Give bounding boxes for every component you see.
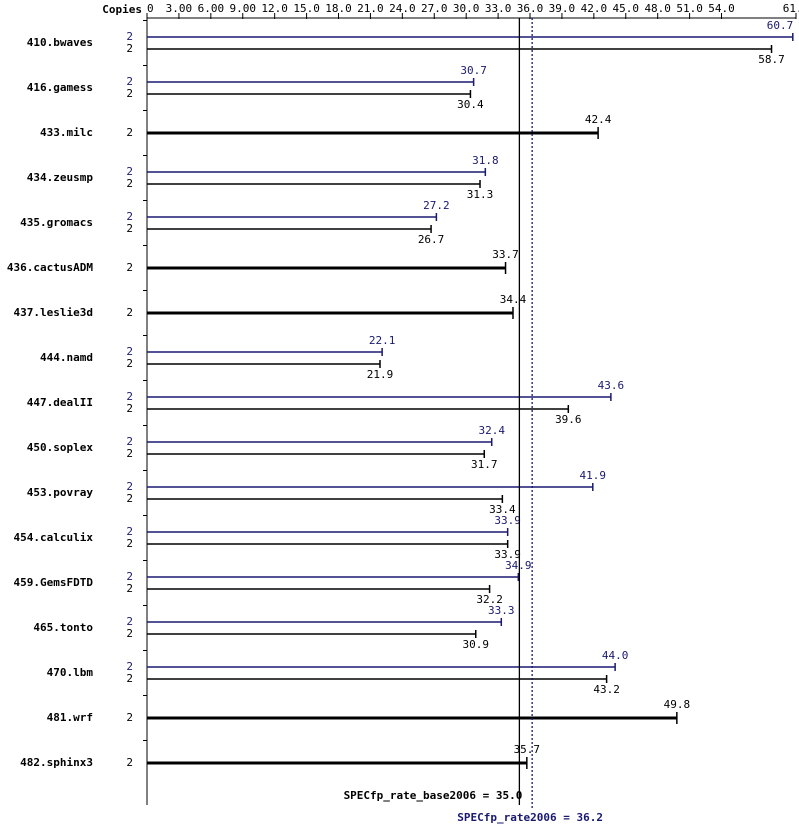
copies-label: 2 (126, 42, 133, 55)
benchmark-name: 450.soplex (27, 441, 94, 454)
value-label: 43.6 (598, 379, 625, 392)
x-tick-label: 42.0 (581, 2, 608, 15)
value-label: 33.3 (488, 604, 515, 617)
value-label: 31.8 (472, 154, 499, 167)
x-tick-label: 51.0 (676, 2, 703, 15)
value-label: 60.7 (767, 19, 794, 32)
benchmark-name: 410.bwaves (27, 36, 93, 49)
copies-label: 2 (126, 447, 133, 460)
value-label: 35.7 (514, 743, 541, 756)
value-label: 32.4 (478, 424, 505, 437)
value-label: 22.1 (369, 334, 396, 347)
copies-label: 2 (126, 75, 133, 88)
benchmark-name: 453.povray (27, 486, 94, 499)
copies-label: 2 (126, 357, 133, 370)
benchmark-name: 481.wrf (47, 711, 93, 724)
benchmark-name: 435.gromacs (20, 216, 93, 229)
value-label: 33.7 (492, 248, 519, 261)
copies-label: 2 (126, 627, 133, 640)
reference-label: SPECfp_rate_base2006 = 35.0 (344, 789, 523, 802)
benchmark-name: 470.lbm (47, 666, 94, 679)
x-tick-label: 45.0 (613, 2, 640, 15)
copies-label: 2 (126, 126, 133, 139)
benchmark-name: 444.namd (40, 351, 93, 364)
value-label: 33.4 (489, 503, 516, 516)
value-label: 34.4 (500, 293, 527, 306)
value-label: 27.2 (423, 199, 450, 212)
x-tick-label: 0 (147, 2, 154, 15)
x-tick-label: 27.0 (421, 2, 448, 15)
value-label: 34.9 (505, 559, 532, 572)
benchmark-name: 416.gamess (27, 81, 93, 94)
copies-label: 2 (126, 165, 133, 178)
x-tick-label: 18.0 (325, 2, 352, 15)
copies-label: 2 (126, 306, 133, 319)
value-label: 33.9 (494, 548, 521, 561)
value-label: 30.9 (463, 638, 490, 651)
benchmark-name: 465.tonto (33, 621, 93, 634)
value-label: 39.6 (555, 413, 582, 426)
copies-label: 2 (126, 570, 133, 583)
copies-label: 2 (126, 177, 133, 190)
x-tick-label: 36.0 (517, 2, 544, 15)
copies-label: 2 (126, 492, 133, 505)
x-tick-label: 39.0 (549, 2, 576, 15)
copies-label: 2 (126, 660, 133, 673)
copies-label: 2 (126, 345, 133, 358)
value-label: 26.7 (418, 233, 445, 246)
copies-label: 2 (126, 390, 133, 403)
benchmark-name: 482.sphinx3 (20, 756, 93, 769)
x-tick-label: 21.0 (357, 2, 384, 15)
value-label: 21.9 (367, 368, 394, 381)
x-tick-label: 61.0 (783, 2, 799, 15)
x-tick-label: 30.0 (453, 2, 480, 15)
copies-label: 2 (126, 537, 133, 550)
value-label: 33.9 (494, 514, 521, 527)
value-label: 41.9 (580, 469, 607, 482)
benchmark-name: 437.leslie3d (14, 306, 93, 319)
copies-label: 2 (126, 87, 133, 100)
copies-label: 2 (126, 615, 133, 628)
value-label: 32.2 (476, 593, 503, 606)
x-tick-label: 9.00 (230, 2, 257, 15)
copies-header: Copies (102, 3, 142, 16)
reference-label: SPECfp_rate2006 = 36.2 (457, 811, 603, 824)
x-tick-label: 48.0 (644, 2, 671, 15)
x-tick-label: 33.0 (485, 2, 512, 15)
copies-label: 2 (126, 261, 133, 274)
x-tick-label: 3.00 (166, 2, 193, 15)
benchmark-name: 433.milc (40, 126, 93, 139)
benchmark-name: 447.dealII (27, 396, 93, 409)
value-label: 58.7 (758, 53, 785, 66)
value-label: 44.0 (602, 649, 629, 662)
value-label: 31.3 (467, 188, 494, 201)
value-label: 30.4 (457, 98, 484, 111)
benchmark-name: 459.GemsFDTD (14, 576, 94, 589)
x-tick-label: 54.0 (708, 2, 735, 15)
x-tick-label: 24.0 (389, 2, 416, 15)
value-label: 49.8 (664, 698, 691, 711)
copies-label: 2 (126, 435, 133, 448)
copies-label: 2 (126, 480, 133, 493)
benchmark-name: 434.zeusmp (27, 171, 94, 184)
benchmark-name: 436.cactusADM (7, 261, 93, 274)
x-tick-label: 15.0 (293, 2, 320, 15)
copies-label: 2 (126, 222, 133, 235)
copies-label: 2 (126, 582, 133, 595)
x-tick-label: 6.00 (198, 2, 225, 15)
copies-label: 2 (126, 525, 133, 538)
value-label: 43.2 (593, 683, 620, 696)
copies-label: 2 (126, 210, 133, 223)
copies-label: 2 (126, 402, 133, 415)
x-tick-label: 12.0 (261, 2, 288, 15)
copies-label: 2 (126, 30, 133, 43)
value-label: 31.7 (471, 458, 498, 471)
value-label: 42.4 (585, 113, 612, 126)
benchmark-name: 454.calculix (14, 531, 94, 544)
copies-label: 2 (126, 672, 133, 685)
value-label: 30.7 (460, 64, 487, 77)
copies-label: 2 (126, 711, 133, 724)
copies-label: 2 (126, 756, 133, 769)
